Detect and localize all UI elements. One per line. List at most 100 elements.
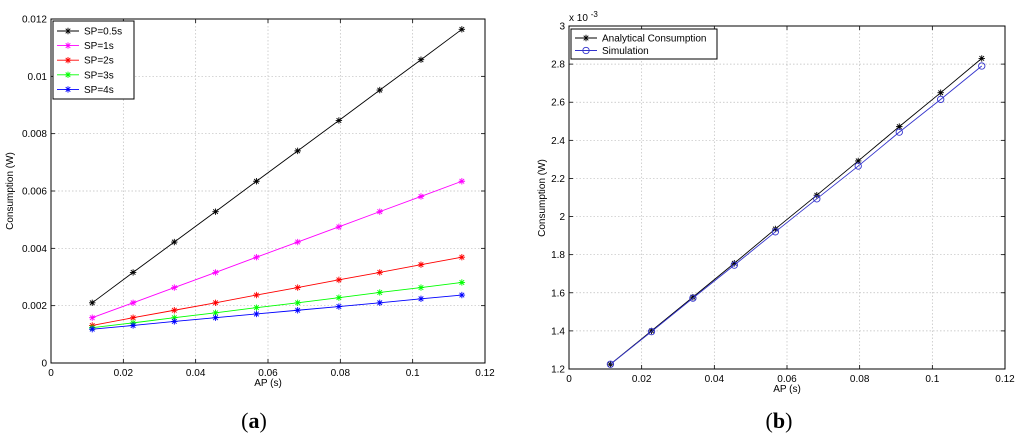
caption-b-open: ( [766,408,773,433]
series-group-b [606,55,986,368]
legend-label: Simulation [602,46,649,57]
y-tick-label: 0.01 [28,72,48,83]
data-point [417,261,425,268]
y-tick-label: 1.8 [551,250,565,261]
data-point [335,276,343,284]
y-axis-label-a: Consumption (W) [5,152,16,230]
series-group-a [89,26,466,333]
data-point [937,95,945,104]
data-point [855,157,862,165]
x-tick-label: 0.08 [331,368,351,379]
grid-a [51,19,485,363]
x-ticks-a: 0 0.02 0.04 0.06 0.08 0.1 0.12 [48,19,495,379]
data-point [771,228,780,236]
data-point [171,314,178,321]
data-point [171,238,178,246]
legend-marker [64,57,72,64]
data-point [89,314,96,321]
y-tick-label: 0 [41,359,47,370]
data-point [647,328,656,336]
series-line [610,58,983,365]
data-point [294,147,301,155]
x-tick-label: 0.1 [925,374,939,385]
data-point [294,284,301,291]
x-tick-label: 0.1 [406,368,420,379]
y-tick-label: 1.4 [551,326,565,337]
y-ticks-a: 0 0.002 0.004 0.006 0.008 0.01 0.012 [22,15,485,370]
caption-a-open: ( [241,408,248,433]
data-point [294,299,301,306]
chart-panel-a: 0 0.02 0.04 0.06 0.08 0.1 0.12 0 0.002 0.004 0.00… [5,15,495,390]
x-tick-label: 0.04 [186,368,206,379]
legend-label: SP=1s [84,41,114,52]
data-point [89,299,96,306]
series-line [91,28,463,304]
data-point [253,304,260,311]
chart-panel-b: 0 0.02 0.04 0.06 0.08 0.1 0.12 1.2 1.4 1.6 1.8 2 2.… [537,10,1015,395]
y-tick-label: 2.8 [551,60,565,71]
legend-label: Analytical Consumption [602,34,707,45]
data-point [978,55,985,62]
data-point [253,310,260,318]
x-tick-label: 0 [566,374,572,385]
data-point [335,303,343,310]
y-tick-label: 0.006 [22,187,47,198]
data-point [895,128,903,136]
data-point [376,299,383,306]
data-point [854,162,862,170]
y-tick-label: 0.002 [22,301,47,312]
data-point [171,307,178,314]
series-line [92,256,462,326]
data-point [458,178,466,185]
y-tick-label: 0.004 [22,244,47,255]
data-point [129,322,137,329]
x-tick-label: 0 [48,368,54,379]
data-point [376,86,383,94]
data-point [813,195,821,203]
data-point [335,117,343,124]
caption-b-letter: b [773,408,785,433]
y-tick-label: 2.2 [551,174,565,185]
x-tick-label: 0.08 [850,374,870,385]
data-point [253,178,260,185]
data-point [689,293,697,301]
data-point [648,327,655,335]
data-point [730,261,738,269]
data-point [458,279,466,286]
data-point [417,193,425,200]
caption-a-close: ) [260,408,267,433]
data-point [212,314,219,321]
y-multiplier-base-b: x 10 [569,13,588,24]
caption-a-letter: a [249,408,260,433]
series-line [610,65,983,365]
caption-b: (b) [766,408,793,433]
y-axis-label-b: Consumption (W) [537,159,548,237]
legend-box-b [570,28,718,60]
data-point [417,295,425,302]
x-axis-label-a: AP (s) [254,378,282,389]
data-point [458,26,466,33]
caption-a: (a) [241,408,267,433]
series-line [92,180,463,319]
y-tick-label: 2.6 [551,98,565,109]
data-point [606,360,615,368]
data-point [937,89,944,96]
y-tick-label: 1.2 [551,365,565,376]
data-point [896,123,903,130]
x-ticks-b: 0 0.02 0.04 0.06 0.08 0.1 0.12 [566,26,1015,385]
data-point [171,318,178,325]
data-point [294,238,301,246]
data-point [253,291,260,299]
y-multiplier-exp-b: -3 [591,10,599,19]
series-line [92,294,462,330]
data-point [129,269,137,276]
x-tick-label: 0.02 [632,374,652,385]
caption-b-close: ) [785,408,792,433]
grid-b [569,26,1005,369]
data-point [212,208,219,215]
y-tick-label: 2 [559,212,565,223]
data-point [458,291,466,299]
legend-marker [582,34,590,42]
data-point [253,254,260,261]
